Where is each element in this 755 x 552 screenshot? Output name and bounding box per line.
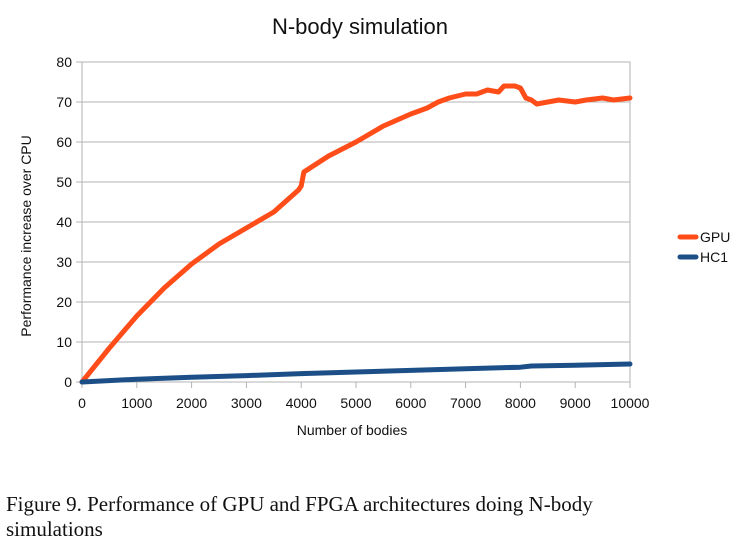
x-tick-label-10000: 10000 [611,395,650,411]
x-tick-label-3000: 3000 [231,395,262,411]
chart-title: N-body simulation [272,14,448,39]
gridlines [76,61,631,388]
y-tick-label-20: 20 [56,294,72,310]
legend: GPU HC1 [677,229,730,265]
series-line-hc1 [79,361,633,385]
x-tick-label-7000: 7000 [450,395,481,411]
y-tick-labels: 0 10 20 30 40 50 60 70 80 [56,54,72,390]
x-tick-label-0: 0 [78,395,86,411]
y-tick-label-50: 50 [56,174,72,190]
chart-svg: N-body simulation 0 10 20 30 40 50 60 70 80 0 100… [18,14,730,438]
series-lines [79,83,633,385]
series-line-gpu [79,83,633,385]
x-tick-label-8000: 8000 [505,395,536,411]
y-tick-label-80: 80 [56,54,72,70]
y-axis-label: Performance increase over CPU [18,135,34,337]
y-tick-label-30: 30 [56,254,72,270]
x-tick-label-1000: 1000 [121,395,152,411]
x-tick-label-9000: 9000 [560,395,591,411]
y-tick-label-70: 70 [56,94,72,110]
caption-line-2: simulations [6,517,103,541]
x-tick-labels: 0 1000 2000 3000 4000 5000 6000 7000 8000 9000 100… [78,395,650,411]
legend-label-gpu: GPU [700,229,730,245]
legend-label-hc1: HC1 [700,249,728,265]
x-tick-label-5000: 5000 [340,395,371,411]
caption-line-1: Figure 9. Performance of GPU and FPGA ar… [6,492,593,516]
x-axis-label: Number of bodies [297,422,408,438]
y-tick-label-40: 40 [56,214,72,230]
plot-area-border [81,61,631,383]
x-tick-label-6000: 6000 [395,395,426,411]
figure-caption: Figure 9. Performance of GPU and FPGA ar… [6,492,734,542]
x-tick-label-2000: 2000 [176,395,207,411]
y-tick-label-10: 10 [56,334,72,350]
y-tick-label-0: 0 [64,374,72,390]
x-tick-label-4000: 4000 [286,395,317,411]
y-tick-label-60: 60 [56,134,72,150]
chart: N-body simulation 0 10 20 30 40 50 60 70 80 0 100… [18,14,730,438]
